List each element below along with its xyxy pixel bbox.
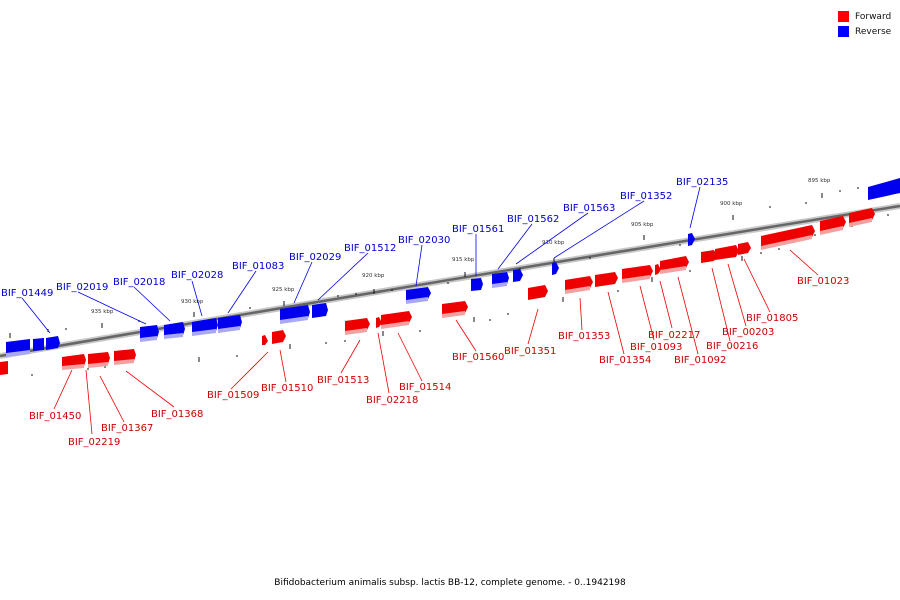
reverse-gene-label[interactable]: BIF_02028 (171, 270, 223, 281)
forward-gene-label[interactable]: BIF_01351 (504, 346, 556, 357)
reverse-gene-shading (6, 282, 507, 357)
reverse-gene[interactable] (140, 325, 159, 340)
legend: Forward Reverse (838, 9, 891, 39)
legend-item-forward[interactable]: Forward (838, 9, 891, 24)
reverse-gene-label[interactable]: BIF_02029 (289, 252, 341, 263)
reverse-gene[interactable] (33, 338, 44, 351)
forward-gene-label[interactable]: BIF_01450 (29, 411, 81, 422)
forward-gene-label[interactable]: BIF_01023 (797, 276, 849, 287)
scale-label: 900 kbp (720, 201, 743, 207)
forward-gene-shading (62, 218, 872, 370)
forward-gene[interactable] (715, 245, 739, 260)
reverse-gene[interactable] (312, 303, 328, 318)
reverse-gene-label[interactable]: BIF_01562 (507, 214, 559, 225)
scale-minor-ticks (9, 187, 859, 338)
forward-gene-label[interactable]: BIF_02218 (366, 395, 418, 406)
reverse-gene[interactable] (868, 178, 900, 200)
forward-gene-label[interactable]: BIF_02219 (68, 437, 120, 448)
reverse-swatch-icon (838, 26, 849, 37)
forward-gene-label[interactable]: BIF_01368 (151, 409, 203, 420)
forward-gene[interactable] (738, 242, 751, 255)
forward-gene[interactable] (655, 264, 661, 275)
legend-label-forward: Forward (855, 11, 892, 22)
forward-gene[interactable] (761, 225, 815, 248)
forward-gene-label[interactable]: BIF_01513 (317, 375, 369, 386)
reverse-gene-label[interactable]: BIF_02019 (56, 282, 108, 293)
forward-gene[interactable] (528, 285, 548, 300)
reverse-gene-label[interactable]: BIF_01352 (620, 191, 672, 202)
scale-label: 895 kbp (808, 178, 831, 184)
scale-label: 925 kbp (272, 287, 295, 293)
scale-label: 915 kbp (452, 257, 475, 263)
forward-leader-lines (53, 249, 819, 435)
legend-item-reverse[interactable]: Reverse (838, 24, 891, 39)
reverse-leader-lines (21, 186, 701, 334)
forward-swatch-icon (838, 11, 849, 22)
reverse-gene[interactable] (471, 278, 483, 291)
forward-gene[interactable] (0, 361, 8, 375)
forward-gene-label[interactable]: BIF_01353 (558, 331, 610, 342)
reverse-gene-label[interactable]: BIF_01561 (452, 224, 504, 235)
forward-gene-label[interactable]: BIF_01509 (207, 390, 259, 401)
forward-gene-label[interactable]: BIF_01514 (399, 382, 451, 393)
scale-label: 930 kbp (181, 299, 204, 305)
reverse-gene-label[interactable]: BIF_01512 (344, 243, 396, 254)
reverse-gene-label[interactable]: BIF_01449 (1, 288, 53, 299)
reverse-gene[interactable] (46, 336, 60, 350)
reverse-gene[interactable] (552, 262, 559, 275)
reverse-gene[interactable] (688, 233, 695, 246)
forward-gene-label[interactable]: BIF_01560 (452, 352, 504, 363)
forward-gene-label[interactable]: BIF_00216 (706, 341, 758, 352)
legend-label-reverse: Reverse (855, 26, 892, 37)
scale-label: 920 kbp (362, 273, 385, 279)
forward-gene-label[interactable]: BIF_02217 (648, 330, 700, 341)
forward-gene-label[interactable]: BIF_01805 (746, 313, 798, 324)
scale-label: 905 kbp (631, 222, 654, 228)
forward-gene[interactable] (595, 272, 618, 287)
scale-lower-ticks (31, 214, 889, 376)
forward-gene[interactable] (262, 335, 268, 345)
reverse-gene-label[interactable]: BIF_02030 (398, 235, 450, 246)
forward-gene-label[interactable]: BIF_01354 (599, 355, 651, 366)
forward-gene-label[interactable]: BIF_01093 (630, 342, 682, 353)
forward-gene[interactable] (376, 317, 382, 328)
forward-gene[interactable] (701, 250, 717, 263)
reverse-gene-label[interactable]: BIF_01563 (563, 203, 615, 214)
forward-gene[interactable] (272, 330, 286, 344)
reverse-gene[interactable] (513, 269, 523, 282)
reverse-gene[interactable] (164, 322, 185, 337)
reverse-gene-label[interactable]: BIF_01083 (232, 261, 284, 272)
genome-caption: Bifidobacterium animalis subsp. lactis B… (274, 578, 626, 588)
reverse-gene-label[interactable]: BIF_02018 (113, 277, 165, 288)
chromosome-backbone-core (0, 204, 900, 358)
scale-label: 935 kbp (91, 309, 114, 315)
scale-label: 910 kbp (542, 240, 565, 246)
forward-gene-label[interactable]: BIF_00203 (722, 327, 774, 338)
reverse-gene-label[interactable]: BIF_02135 (676, 177, 728, 188)
forward-gene-label[interactable]: BIF_01092 (674, 355, 726, 366)
forward-gene-label[interactable]: BIF_01510 (261, 383, 313, 394)
forward-gene-label[interactable]: BIF_01367 (101, 423, 153, 434)
